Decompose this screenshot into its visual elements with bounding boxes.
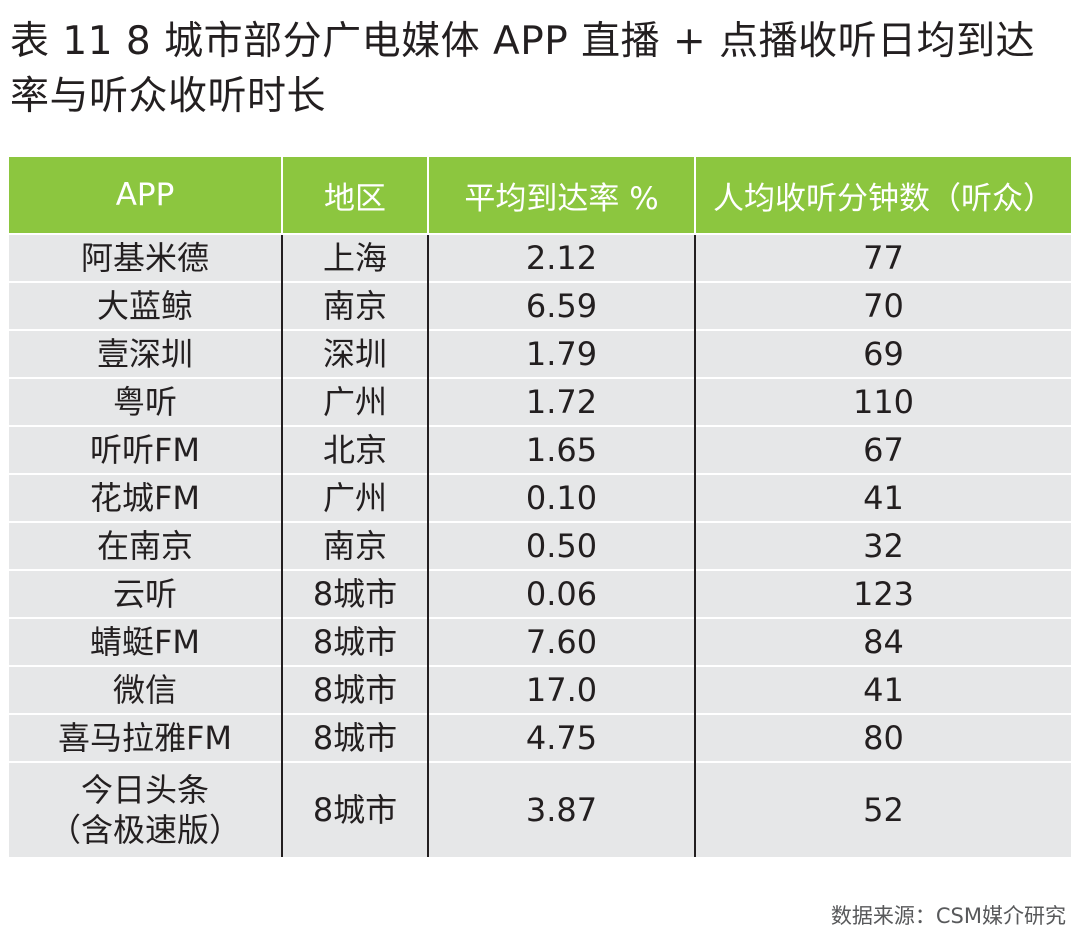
header-minutes: 人均收听分钟数（听众） [694,157,1071,234]
cell-minutes: 52 [694,761,1071,857]
table-row: 在南京 南京 0.50 32 [9,521,1071,570]
cell-app: 在南京 [9,521,282,570]
cell-region: 广州 [281,377,428,426]
cell-minutes: 67 [694,425,1071,474]
cell-region: 广州 [281,473,428,522]
table-row: 听听FM 北京 1.65 67 [9,425,1071,474]
cell-rate: 3.87 [427,761,695,857]
header-app: APP [9,157,283,234]
cell-app-line2: （含极速版） [48,811,241,849]
source-note: 数据来源：CSM媒介研究 [830,904,1066,928]
cell-app: 蜻蜓FM [9,617,282,666]
cell-app: 喜马拉雅FM [9,713,282,762]
cell-region: 8城市 [281,713,428,762]
cell-rate: 0.50 [427,521,695,570]
cell-region: 上海 [281,233,428,282]
cell-region: 深圳 [281,329,428,378]
table-row: 云听 8城市 0.06 123 [9,569,1071,618]
cell-region: 8城市 [281,569,428,618]
cell-minutes: 69 [694,329,1071,378]
cell-minutes: 80 [694,713,1071,762]
data-table: APP 地区 平均到达率 % 人均收听分钟数（听众） 阿基米德 上海 2.12 … [9,157,1071,857]
cell-app: 微信 [9,665,282,714]
cell-rate: 1.65 [427,425,695,474]
page-title: 表 11 8 城市部分广电媒体 APP 直播 + 点播收听日均到达率与听众收听时… [10,19,1036,119]
data-table-container: APP 地区 平均到达率 % 人均收听分钟数（听众） 阿基米德 上海 2.12 … [9,157,1071,857]
table-row: 喜马拉雅FM 8城市 4.75 80 [9,713,1071,762]
table-row: 阿基米德 上海 2.12 77 [9,233,1071,282]
table-row: 大蓝鲸 南京 6.59 70 [9,281,1071,330]
cell-app: 云听 [9,569,282,618]
cell-rate: 0.10 [427,473,695,522]
table-row: 蜻蜓FM 8城市 7.60 84 [9,617,1071,666]
header-rate: 平均到达率 % [427,157,696,234]
cell-minutes: 41 [694,473,1071,522]
table-row: 微信 8城市 17.0 41 [9,665,1071,714]
cell-region: 北京 [281,425,428,474]
cell-region: 南京 [281,521,428,570]
cell-rate: 4.75 [427,713,695,762]
cell-region: 8城市 [281,617,428,666]
cell-rate: 0.06 [427,569,695,618]
table-row: 今日头条 （含极速版） 8城市 3.87 52 [9,761,1071,857]
cell-app: 今日头条 （含极速版） [9,761,282,857]
cell-region: 8城市 [281,665,428,714]
table-row: 粤听 广州 1.72 110 [9,377,1071,426]
header-region: 地区 [281,157,429,234]
cell-rate: 1.79 [427,329,695,378]
cell-region: 8城市 [281,761,428,857]
cell-minutes: 41 [694,665,1071,714]
cell-app: 大蓝鲸 [9,281,282,330]
cell-rate: 1.72 [427,377,695,426]
cell-rate: 6.59 [427,281,695,330]
table-header-row: APP 地区 平均到达率 % 人均收听分钟数（听众） [9,157,1071,234]
cell-minutes: 84 [694,617,1071,666]
cell-minutes: 110 [694,377,1071,426]
cell-minutes: 123 [694,569,1071,618]
cell-app: 听听FM [9,425,282,474]
cell-rate: 2.12 [427,233,695,282]
table-row: 壹深圳 深圳 1.79 69 [9,329,1071,378]
cell-app: 粤听 [9,377,282,426]
cell-app: 壹深圳 [9,329,282,378]
cell-rate: 7.60 [427,617,695,666]
cell-app: 花城FM [9,473,282,522]
cell-minutes: 77 [694,233,1071,282]
cell-app-line1: 今日头条 [80,771,209,809]
cell-minutes: 32 [694,521,1071,570]
table-row: 花城FM 广州 0.10 41 [9,473,1071,522]
cell-app: 阿基米德 [9,233,282,282]
cell-region: 南京 [281,281,428,330]
cell-minutes: 70 [694,281,1071,330]
cell-rate: 17.0 [427,665,695,714]
